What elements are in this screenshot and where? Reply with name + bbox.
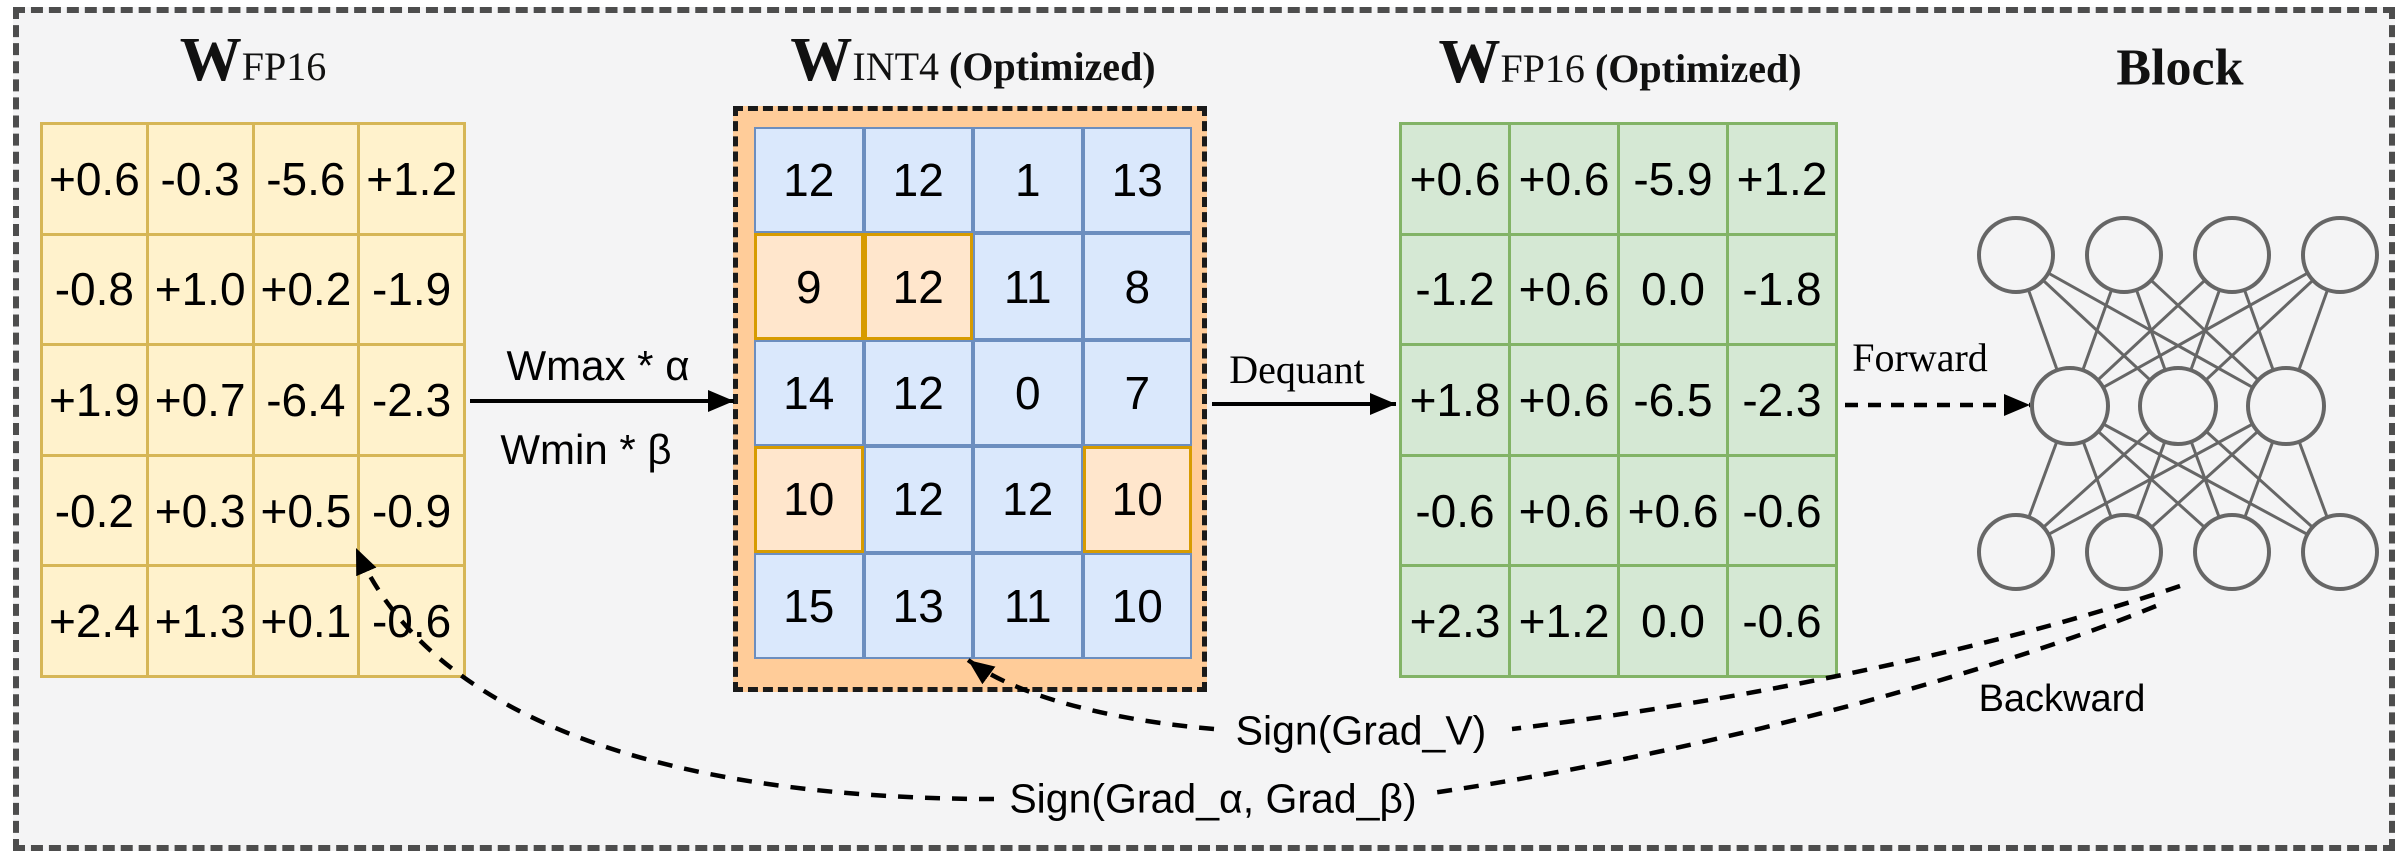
title-w-fp16-opt-sub: FP16 [1500,46,1585,91]
matrix-cell: 0.0 [1620,235,1726,344]
matrix-cell: +0.5 [254,456,358,565]
title-w-fp16: WFP16 [180,29,327,91]
matrix-cell: +0.1 [254,567,358,675]
matrix-cell: +2.4 [43,567,146,675]
title-w-fp16-main: W [179,26,242,94]
matrix-cell: 13 [1082,127,1192,234]
matrix-cell: +0.6 [1511,235,1617,344]
matrix-cell: 12 [863,233,973,340]
title-w-fp16-opt-main: W [1438,28,1501,96]
label-forward: Forward [1852,335,1988,380]
matrix-cell: 8 [1082,233,1192,340]
matrix-cell: 12 [863,339,973,447]
matrix-cell: 13 [863,552,973,659]
matrix-cell: -0.6 [1729,456,1835,565]
matrix-cell: +1.8 [1402,346,1508,454]
label-sign-grad-alpha-beta: Sign(Grad_α, Grad_β) [1009,775,1417,822]
matrix-cell: +0.6 [1511,346,1617,454]
matrix-cell: 12 [863,127,973,234]
matrix-cell: +1.9 [43,346,146,454]
matrix-cell: 9 [754,233,864,340]
label-sign-grad-v: Sign(Grad_V) [1235,707,1487,754]
matrix-w-int4-frame: 12 12 1 13 9 12 11 8 14 12 0 7 10 12 12 10 15 13 11 10 [733,106,1207,692]
matrix-cell: 10 [1082,552,1192,659]
matrix-cell: +0.6 [1511,125,1617,233]
matrix-cell: -0.6 [1729,567,1835,675]
title-w-fp16-opt-suffix: (Optimized) [1594,46,1802,91]
title-w-int4-sub: INT4 [852,44,940,89]
matrix-cell: 1 [973,127,1083,234]
matrix-cell: +0.6 [1511,456,1617,565]
title-w-fp16-optimized: WFP16 (Optimized) [1438,31,1801,93]
matrix-cell: -6.5 [1620,346,1726,454]
title-block: Block [2116,39,2244,97]
matrix-cell: 7 [1082,339,1192,447]
matrix-cell: -0.9 [360,456,463,565]
matrix-cell: -1.9 [360,235,463,344]
matrix-cell: +2.3 [1402,567,1508,675]
matrix-cell: 15 [754,552,864,659]
matrix-w-int4: 12 12 1 13 9 12 11 8 14 12 0 7 10 12 12 10 15 13 11 10 [754,127,1192,659]
matrix-w-fp16-optimized: +0.6 +0.6 -5.9 +1.2 -1.2 +0.6 0.0 -1.8 +1.8 +0.6-… [1399,122,1838,678]
matrix-cell: -0.6 [360,567,463,675]
matrix-cell: +1.2 [360,125,463,233]
matrix-cell: -6.4 [254,346,358,454]
matrix-cell: -0.3 [148,125,252,233]
matrix-cell: -2.3 [360,346,463,454]
title-w-int4-main: W [790,26,853,94]
matrix-cell: -0.8 [43,235,146,344]
matrix-cell: +0.3 [148,456,252,565]
matrix-cell: +1.3 [148,567,252,675]
matrix-cell: 11 [973,233,1083,340]
matrix-cell: +1.2 [1729,125,1835,233]
label-dequant: Dequant [1229,347,1365,392]
matrix-cell: 14 [754,339,864,447]
title-w-int4: WINT4 (Optimized) [790,29,1155,91]
matrix-cell: -0.6 [1402,456,1508,565]
matrix-cell: +1.2 [1511,567,1617,675]
matrix-cell: 0 [973,339,1083,447]
matrix-cell: -1.2 [1402,235,1508,344]
matrix-cell: 0.0 [1620,567,1726,675]
matrix-w-fp16: +0.6 -0.3 -5.6 +1.2 -0.8 +1.0 +0.2 -1.9 +1.9 +0.7… [40,122,466,678]
matrix-cell: +0.6 [1620,456,1726,565]
matrix-cell: +0.6 [1402,125,1508,233]
matrix-cell: 10 [754,446,864,553]
title-w-fp16-sub: FP16 [241,44,327,89]
matrix-cell: -0.2 [43,456,146,565]
matrix-cell: -5.6 [254,125,358,233]
title-w-int4-suffix: (Optimized) [949,44,1156,89]
matrix-cell: 10 [1082,446,1192,553]
matrix-cell: 12 [973,446,1083,553]
matrix-cell: +0.7 [148,346,252,454]
label-wmax-alpha: Wmax * α [506,341,690,389]
matrix-cell: +0.2 [254,235,358,344]
matrix-cell: +0.6 [43,125,146,233]
matrix-cell: -1.8 [1729,235,1835,344]
label-backward: Backward [1978,678,2146,721]
matrix-cell: +1.0 [148,235,252,344]
matrix-cell: 12 [754,127,864,234]
label-wmin-beta: Wmin * β [500,425,672,473]
matrix-cell: 12 [863,446,973,553]
matrix-cell: -2.3 [1729,346,1835,454]
matrix-cell: -5.9 [1620,125,1726,233]
matrix-cell: 11 [973,552,1083,659]
